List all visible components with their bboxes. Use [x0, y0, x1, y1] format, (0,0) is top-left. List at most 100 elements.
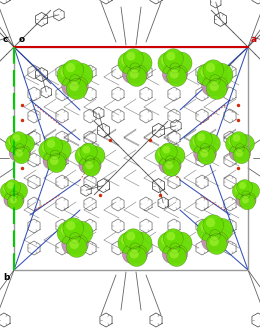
- Circle shape: [70, 233, 80, 243]
- Circle shape: [126, 52, 135, 60]
- Circle shape: [206, 63, 215, 72]
- Circle shape: [171, 65, 176, 69]
- Circle shape: [132, 248, 140, 256]
- Circle shape: [243, 195, 250, 201]
- Circle shape: [10, 196, 17, 204]
- Circle shape: [42, 143, 51, 153]
- Circle shape: [194, 131, 212, 149]
- Circle shape: [239, 182, 246, 189]
- Circle shape: [161, 160, 169, 167]
- Circle shape: [50, 157, 58, 165]
- Circle shape: [160, 143, 177, 161]
- Circle shape: [63, 60, 84, 81]
- Circle shape: [130, 63, 140, 73]
- Circle shape: [206, 79, 227, 99]
- Circle shape: [51, 152, 56, 156]
- Circle shape: [193, 137, 202, 145]
- Circle shape: [62, 235, 81, 254]
- Circle shape: [210, 237, 219, 246]
- Circle shape: [205, 235, 213, 243]
- Circle shape: [210, 229, 220, 240]
- Circle shape: [6, 195, 13, 201]
- Circle shape: [235, 145, 251, 161]
- Circle shape: [164, 49, 183, 69]
- Circle shape: [167, 157, 171, 161]
- Circle shape: [50, 140, 71, 161]
- Circle shape: [133, 55, 143, 65]
- Circle shape: [210, 218, 233, 241]
- Circle shape: [166, 146, 185, 165]
- Circle shape: [125, 248, 134, 256]
- Circle shape: [118, 232, 140, 254]
- Text: a: a: [251, 35, 257, 44]
- Circle shape: [54, 143, 63, 153]
- Circle shape: [69, 82, 79, 91]
- Circle shape: [162, 65, 181, 83]
- Circle shape: [167, 160, 174, 167]
- Circle shape: [170, 52, 192, 74]
- Circle shape: [236, 192, 251, 207]
- Circle shape: [69, 77, 88, 96]
- Circle shape: [57, 63, 80, 86]
- Circle shape: [130, 250, 139, 259]
- Circle shape: [44, 137, 63, 156]
- Circle shape: [200, 67, 211, 77]
- Circle shape: [130, 232, 152, 254]
- Circle shape: [125, 68, 134, 76]
- Circle shape: [70, 221, 93, 244]
- Circle shape: [211, 76, 216, 81]
- Circle shape: [61, 67, 71, 77]
- Circle shape: [85, 162, 93, 169]
- Circle shape: [235, 185, 243, 193]
- Circle shape: [200, 222, 211, 232]
- Circle shape: [165, 68, 174, 76]
- Circle shape: [130, 70, 139, 79]
- Circle shape: [75, 146, 94, 165]
- Circle shape: [167, 67, 187, 86]
- Circle shape: [198, 147, 215, 165]
- Circle shape: [203, 215, 224, 236]
- Circle shape: [161, 55, 171, 65]
- Circle shape: [158, 232, 180, 254]
- Circle shape: [197, 63, 220, 86]
- Circle shape: [16, 134, 35, 153]
- Circle shape: [237, 148, 244, 155]
- Circle shape: [211, 231, 216, 236]
- Circle shape: [121, 235, 131, 245]
- Circle shape: [239, 137, 247, 146]
- Circle shape: [65, 80, 74, 88]
- Circle shape: [202, 232, 221, 251]
- Circle shape: [65, 238, 74, 246]
- Circle shape: [213, 67, 224, 77]
- Circle shape: [8, 137, 17, 146]
- Circle shape: [129, 245, 148, 263]
- Circle shape: [87, 157, 91, 161]
- Circle shape: [162, 146, 170, 154]
- Circle shape: [130, 52, 152, 74]
- Text: o: o: [19, 35, 25, 44]
- Circle shape: [0, 182, 18, 200]
- Circle shape: [197, 133, 205, 141]
- Circle shape: [170, 243, 180, 253]
- Circle shape: [70, 63, 93, 86]
- Circle shape: [50, 150, 60, 160]
- Circle shape: [158, 149, 167, 158]
- Circle shape: [245, 185, 253, 193]
- Circle shape: [200, 150, 208, 158]
- Circle shape: [16, 144, 24, 152]
- Circle shape: [3, 185, 11, 193]
- Circle shape: [163, 159, 180, 176]
- Circle shape: [10, 132, 27, 149]
- Circle shape: [242, 182, 260, 200]
- Circle shape: [166, 156, 174, 165]
- Text: c: c: [3, 35, 8, 44]
- Circle shape: [66, 237, 87, 257]
- Circle shape: [124, 49, 143, 69]
- Circle shape: [165, 248, 174, 256]
- Circle shape: [47, 139, 55, 148]
- Circle shape: [66, 79, 87, 99]
- Circle shape: [209, 232, 228, 251]
- Circle shape: [232, 182, 250, 200]
- Circle shape: [133, 235, 143, 245]
- Circle shape: [209, 77, 228, 96]
